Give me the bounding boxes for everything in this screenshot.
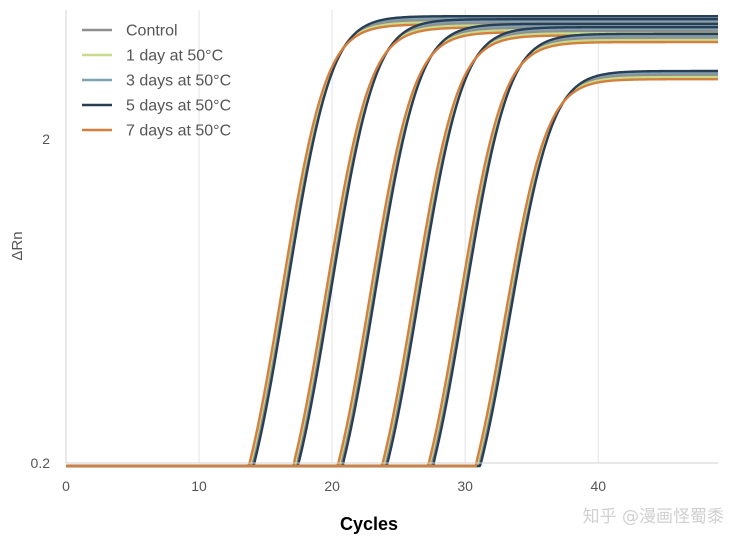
x-tick-label-30: 30 [457, 478, 473, 494]
legend-label-2: 1 day at 50°C [126, 48, 223, 65]
legend-label-3: 3 days at 50°C [126, 73, 231, 90]
legend-label-5: 7 days at 50°C [126, 123, 231, 140]
curve-group6-7-days-at-50-c [66, 77, 718, 468]
legend-label-4: 5 days at 50°C [126, 98, 231, 115]
x-tick-label-20: 20 [324, 478, 340, 494]
y-tick-label-0.2: 0.2 [31, 455, 51, 471]
axes [65, 10, 718, 464]
amplification-curves [66, 14, 718, 468]
grid-lines [198, 10, 599, 463]
x-axis-label: Cycles [340, 514, 398, 534]
watermark: 知乎 @漫画怪蜀黍 [583, 507, 724, 527]
y-tick-labels: 0.22 [31, 131, 51, 471]
x-tick-label-0: 0 [62, 478, 70, 494]
x-tick-labels: 0 10 20 30 40 [62, 478, 606, 494]
x-tick-label-40: 40 [590, 478, 606, 494]
legend: Control 1 day at 50°C 3 days at 50°C 5 days… [82, 23, 231, 140]
legend-label-1: Control [126, 23, 178, 40]
y-tick-label-2: 2 [42, 131, 50, 147]
y-axis-label: ΔRn [9, 231, 26, 260]
x-tick-label-10: 10 [191, 478, 207, 494]
